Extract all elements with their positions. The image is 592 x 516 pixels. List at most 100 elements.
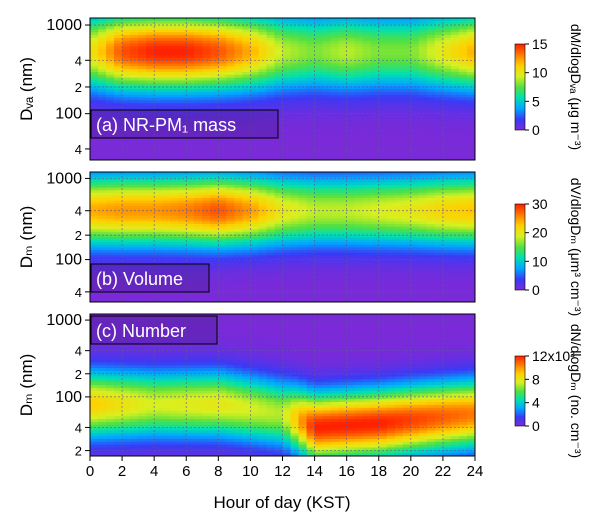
heatmap-cell bbox=[138, 154, 147, 158]
heatmap-cell bbox=[234, 278, 243, 282]
heatmap-cell bbox=[106, 291, 115, 295]
heatmap-cell bbox=[322, 49, 332, 53]
heatmap-cell bbox=[106, 69, 115, 73]
heatmap-cell bbox=[330, 148, 340, 153]
heatmap-cell bbox=[362, 52, 372, 56]
heatmap-cell bbox=[170, 52, 179, 56]
heatmap-cell bbox=[442, 43, 452, 47]
heatmap-cell bbox=[274, 57, 284, 62]
heatmap-cell bbox=[226, 216, 235, 220]
heatmap-cell bbox=[330, 97, 340, 101]
heatmap-cell bbox=[98, 18, 107, 22]
heatmap-cell bbox=[226, 208, 235, 212]
heatmap-cell bbox=[402, 20, 412, 25]
heatmap-cell bbox=[442, 123, 452, 127]
heatmap-cell bbox=[258, 94, 268, 99]
heatmap-cell bbox=[386, 151, 396, 155]
heatmap-cell bbox=[90, 182, 99, 186]
heatmap-cell bbox=[90, 91, 99, 96]
heatmap-cell bbox=[202, 229, 211, 233]
heatmap-cell bbox=[426, 198, 436, 202]
heatmap-cell bbox=[378, 250, 388, 254]
heatmap-cell bbox=[138, 200, 147, 204]
heatmap-cell bbox=[170, 26, 179, 30]
heatmap-cell bbox=[194, 273, 203, 277]
heatmap-cell bbox=[242, 100, 252, 104]
heatmap-cell bbox=[378, 40, 388, 45]
heatmap-cell bbox=[146, 250, 155, 254]
heatmap-cell bbox=[330, 247, 340, 251]
heatmap-cell bbox=[98, 407, 107, 412]
heatmap-cell bbox=[362, 270, 372, 274]
heatmap-cell bbox=[258, 26, 268, 30]
heatmap-cell bbox=[242, 148, 252, 153]
heatmap-cell bbox=[314, 86, 324, 90]
heatmap-cell bbox=[426, 291, 436, 295]
heatmap-cell bbox=[418, 299, 428, 302]
heatmap-cell bbox=[98, 231, 107, 235]
heatmap-cell bbox=[386, 278, 396, 282]
heatmap-cell bbox=[242, 103, 252, 107]
heatmap-cell bbox=[138, 270, 147, 274]
heatmap-cell bbox=[402, 131, 412, 136]
heatmap-cell bbox=[290, 137, 300, 141]
heatmap-cell bbox=[162, 20, 171, 25]
heatmap-cell bbox=[282, 52, 292, 56]
heatmap-cell bbox=[106, 128, 115, 133]
heatmap-cell bbox=[466, 83, 475, 87]
heatmap-cell bbox=[394, 286, 404, 290]
heatmap-cell bbox=[314, 103, 324, 107]
heatmap-cell bbox=[410, 91, 420, 96]
heatmap-cell bbox=[322, 18, 332, 22]
heatmap-cell bbox=[434, 255, 444, 259]
heatmap-cell bbox=[162, 205, 171, 209]
heatmap-cell bbox=[346, 137, 356, 141]
heatmap-cell bbox=[242, 140, 252, 144]
heatmap-cell bbox=[290, 66, 300, 70]
heatmap-cell bbox=[250, 131, 260, 136]
heatmap-cell bbox=[386, 208, 396, 212]
heatmap-cell bbox=[146, 187, 155, 191]
heatmap-cell bbox=[466, 80, 475, 84]
heatmap-cell bbox=[426, 83, 436, 87]
heatmap-cell bbox=[458, 145, 468, 150]
heatmap-cell bbox=[146, 29, 155, 33]
heatmap-cell bbox=[402, 77, 412, 82]
heatmap-cell bbox=[362, 60, 372, 65]
heatmap-cell bbox=[290, 140, 300, 144]
heatmap-cell bbox=[106, 216, 115, 220]
heatmap-cell bbox=[186, 260, 195, 264]
heatmap-cell bbox=[146, 100, 155, 104]
heatmap-cell bbox=[466, 208, 475, 212]
heatmap-cell bbox=[90, 128, 99, 133]
heatmap-cell bbox=[274, 37, 284, 42]
heatmap-cell bbox=[386, 43, 396, 47]
heatmap-cell bbox=[314, 89, 324, 93]
heatmap-cell bbox=[450, 57, 460, 62]
heatmap-cell bbox=[370, 299, 380, 302]
heatmap-cell bbox=[418, 89, 428, 93]
heatmap-cell bbox=[234, 46, 243, 50]
heatmap-cell bbox=[322, 91, 332, 96]
heatmap-cell bbox=[106, 252, 115, 256]
heatmap-cell bbox=[426, 26, 436, 30]
heatmap-cell bbox=[298, 172, 308, 176]
heatmap-cell bbox=[450, 60, 460, 65]
heatmap-cell bbox=[418, 268, 428, 272]
heatmap-cell bbox=[402, 291, 412, 295]
heatmap-cell bbox=[210, 182, 219, 186]
heatmap-cell bbox=[138, 91, 147, 96]
heatmap-cell bbox=[194, 296, 203, 300]
heatmap-cell bbox=[226, 294, 235, 298]
heatmap-cell bbox=[130, 244, 139, 248]
heatmap-cell bbox=[450, 49, 460, 53]
heatmap-cell bbox=[98, 63, 107, 67]
heatmap-cell bbox=[394, 29, 404, 33]
heatmap-cell bbox=[394, 46, 404, 50]
heatmap-cell bbox=[298, 260, 308, 264]
heatmap-cell bbox=[314, 100, 324, 104]
heatmap-cell bbox=[394, 114, 404, 118]
heatmap-cell bbox=[178, 234, 187, 238]
heatmap-cell bbox=[410, 66, 420, 70]
heatmap-cell bbox=[402, 190, 412, 194]
